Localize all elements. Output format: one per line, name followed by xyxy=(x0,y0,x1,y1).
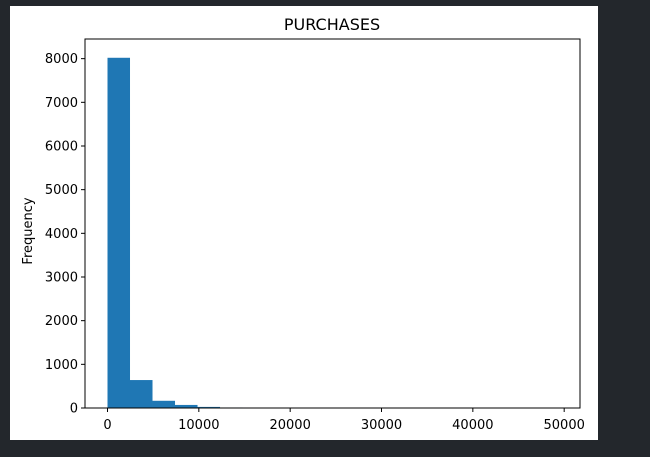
y-axis-label: Frequency xyxy=(21,197,36,264)
y-axis-ticks: 0 1000 2000 3000 4000 5000 6000 7000 8000 xyxy=(45,52,85,417)
x-tick-label: 50000 xyxy=(544,418,585,433)
chart-figure: PURCHASES Frequency 0 1000 2000 3000 4000 500… xyxy=(10,6,598,440)
y-tick-label: 1000 xyxy=(45,358,78,373)
histogram-bar xyxy=(197,406,221,408)
y-tick-label: 4000 xyxy=(45,227,78,242)
x-axis-ticks: 0 10000 20000 30000 40000 50000 xyxy=(103,408,585,433)
histogram-bar xyxy=(175,404,198,408)
chart-title: PURCHASES xyxy=(284,15,380,34)
y-tick-label: 8000 xyxy=(45,52,78,67)
x-tick-label: 40000 xyxy=(452,418,493,433)
y-tick-label: 7000 xyxy=(45,96,78,111)
y-tick-label: 6000 xyxy=(45,139,78,154)
histogram-bar xyxy=(152,400,176,408)
y-tick-label: 2000 xyxy=(45,314,78,329)
x-tick-label: 30000 xyxy=(361,418,402,433)
x-tick-label: 0 xyxy=(103,418,111,433)
histogram-chart: PURCHASES Frequency 0 1000 2000 3000 4000 500… xyxy=(21,15,585,433)
y-tick-label: 0 xyxy=(70,402,78,417)
y-tick-label: 3000 xyxy=(45,270,78,285)
x-tick-label: 10000 xyxy=(178,418,219,433)
y-tick-label: 5000 xyxy=(45,183,78,198)
histogram-bar xyxy=(130,380,153,408)
plot-frame xyxy=(84,38,581,409)
bars-group xyxy=(107,57,558,408)
histogram-bar xyxy=(107,57,131,408)
x-tick-label: 20000 xyxy=(269,418,310,433)
